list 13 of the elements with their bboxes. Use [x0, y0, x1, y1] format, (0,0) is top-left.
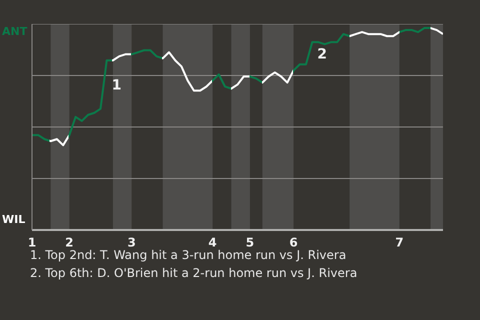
- text: 2. Top 6th: D. O'Brien hit a 2-run home run vs J. Rivera: [30, 265, 358, 282]
- x-tick-label: 2: [65, 236, 74, 250]
- x-tick-label: 5: [246, 236, 254, 250]
- x-tick-label: 6: [289, 236, 298, 250]
- text: WIL: [2, 213, 26, 227]
- annotation: 2: [317, 46, 327, 62]
- text: 1. Top 2nd: T. Wang hit a 3-run home run vs J. Rivera: [30, 247, 348, 264]
- annotation: 1: [112, 78, 122, 94]
- text: ANT: [2, 25, 28, 39]
- x-tick-label: 7: [395, 236, 404, 250]
- x-tick-label: 1: [28, 236, 36, 250]
- x-tick-label: 4: [208, 236, 217, 250]
- x-tick-label: 3: [127, 236, 136, 250]
